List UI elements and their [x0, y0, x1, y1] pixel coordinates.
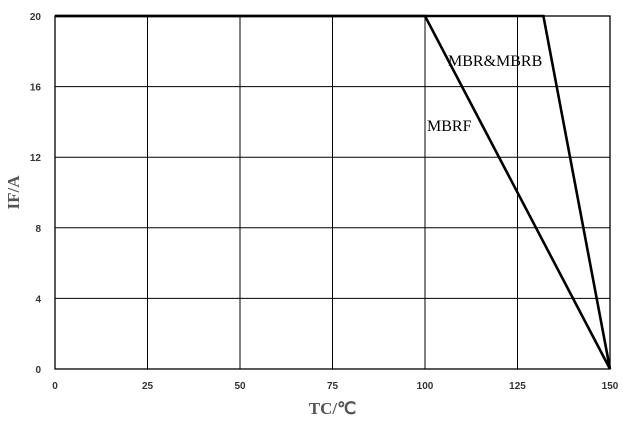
x-tick-label: 100 [417, 381, 434, 392]
x-tick-label: 25 [142, 381, 154, 392]
x-tick-label: 75 [327, 381, 339, 392]
x-tick-labels: 0 25 50 75 100 125 150 [52, 381, 619, 392]
x-tick-label: 0 [52, 381, 58, 392]
plot-frame [54, 15, 611, 370]
x-tick-label: 150 [602, 381, 619, 392]
series-label: MBR&MBRB [448, 53, 542, 70]
series-label: MBRF [427, 118, 472, 135]
y-tick-label: 4 [35, 294, 41, 305]
y-tick-label: 12 [30, 153, 42, 164]
series-labels: MBRF MBR&MBRB [427, 53, 542, 135]
y-tick-label: 20 [30, 12, 42, 23]
y-tick-label: 8 [35, 224, 41, 235]
y-tick-label: 0 [35, 365, 41, 376]
y-axis-label: IF/A [4, 175, 23, 210]
x-tick-label: 50 [234, 381, 246, 392]
x-tick-label: 125 [509, 381, 526, 392]
y-tick-labels: 0 4 8 12 16 20 [30, 12, 42, 376]
x-axis-label: TC/℃ [309, 399, 356, 418]
y-tick-label: 16 [30, 83, 42, 94]
